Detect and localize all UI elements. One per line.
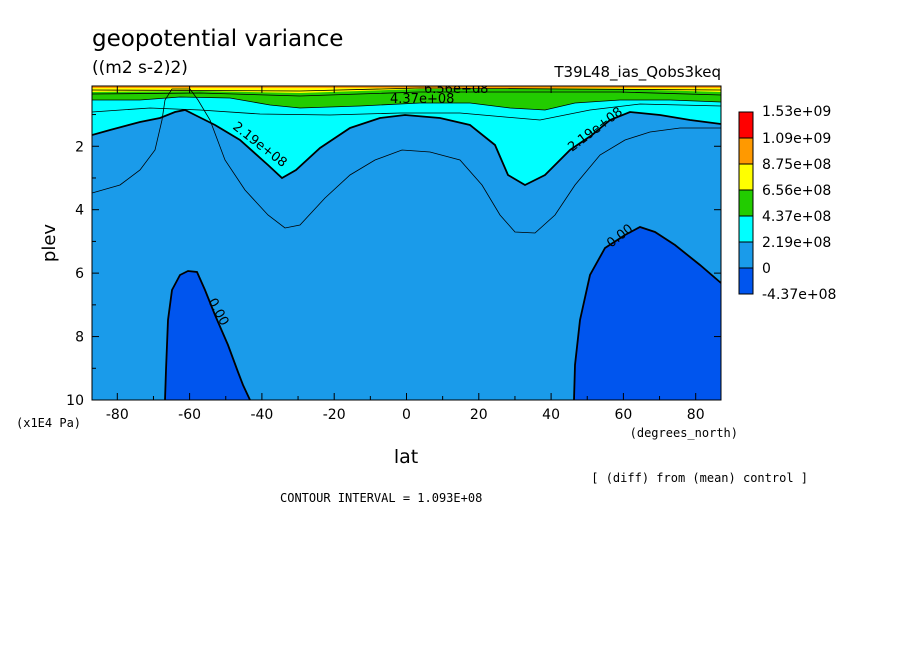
colorbar-label: 2.19e+08 bbox=[762, 235, 831, 251]
x-tick-label: 20 bbox=[470, 407, 488, 423]
colorbar-swatch bbox=[738, 137, 754, 165]
diff-note: [ (diff) from (mean) control ] bbox=[591, 471, 808, 485]
contour-line-zero-south bbox=[164, 270, 251, 400]
y-tick-label: 2 bbox=[75, 139, 84, 155]
contour-line-6.56e8 bbox=[92, 91, 721, 97]
x-tick-label: -20 bbox=[323, 407, 346, 423]
fill-level-2.19e8-to-4.37e8 bbox=[92, 86, 721, 185]
x-tick-label: 40 bbox=[542, 407, 560, 423]
contour-line-2.19e8 bbox=[92, 109, 721, 187]
contour-interval-label: CONTOUR INTERVAL = 1.093E+08 bbox=[280, 491, 482, 505]
contour-line-zero-north bbox=[573, 226, 721, 400]
x-tick-label: -40 bbox=[250, 407, 273, 423]
contour-line-1.09e8 bbox=[92, 88, 721, 234]
experiment-label: T39L48_ias_Qobs3keq bbox=[553, 63, 721, 82]
chart-title: geopotential variance bbox=[92, 26, 343, 52]
colorbar-label: 0 bbox=[762, 261, 771, 277]
y-axis-units: (x1E4 Pa) bbox=[16, 416, 81, 430]
contour-line-5.46e8 bbox=[92, 103, 721, 121]
x-tick-label: -80 bbox=[106, 407, 129, 423]
contour-label-4.37e8: 4.37e+08 bbox=[390, 92, 454, 107]
colorbar-swatch bbox=[738, 189, 754, 217]
y-tick-label: 6 bbox=[75, 266, 84, 282]
colorbar-label: 4.37e+08 bbox=[762, 209, 831, 225]
x-tick-label: 60 bbox=[614, 407, 632, 423]
contour-label-6.56e8: 6.56e+08 bbox=[424, 82, 488, 97]
fill-negative-north bbox=[574, 227, 721, 400]
x-axis: -80 -60 -40 -20 0 20 40 60 80 bbox=[106, 86, 705, 423]
y-axis: 2 4 6 8 10 bbox=[66, 114, 721, 409]
y-tick-label: 10 bbox=[66, 393, 84, 409]
colorbar-label: 6.56e+08 bbox=[762, 183, 831, 199]
fill-negative-south bbox=[165, 271, 250, 400]
x-tick-label: -60 bbox=[178, 407, 201, 423]
y-axis-title: plev bbox=[39, 224, 60, 263]
colorbar-label: 1.53e+09 bbox=[762, 104, 831, 120]
colorbar-swatch bbox=[738, 215, 754, 243]
contour-field: 6.56e+08 4.37e+08 2.19e+08 2.19e+08 0.00… bbox=[92, 82, 721, 400]
contour-line-4.37e8 bbox=[92, 96, 721, 111]
x-tick-label: 0 bbox=[402, 407, 411, 423]
colorbar-swatch bbox=[738, 163, 754, 191]
y-tick-label: 4 bbox=[75, 203, 84, 219]
x-axis-units: (degrees_north) bbox=[630, 426, 738, 440]
colorbar: 1.53e+09 1.09e+09 8.75e+08 6.56e+08 4.37e+08… bbox=[738, 104, 836, 303]
colorbar-swatch bbox=[738, 111, 754, 139]
y-tick-label: 8 bbox=[75, 330, 84, 346]
colorbar-label: -4.37e+08 bbox=[762, 287, 836, 303]
chart-units: ((m2 s-2)2) bbox=[92, 58, 188, 78]
x-axis-title: lat bbox=[394, 446, 418, 468]
colorbar-swatch bbox=[738, 267, 754, 295]
colorbar-label: 1.09e+09 bbox=[762, 131, 831, 147]
colorbar-label: 8.75e+08 bbox=[762, 157, 831, 173]
x-tick-label: 80 bbox=[687, 407, 705, 423]
colorbar-swatch bbox=[738, 241, 754, 269]
contour-line-7.65e8 bbox=[92, 87, 721, 92]
